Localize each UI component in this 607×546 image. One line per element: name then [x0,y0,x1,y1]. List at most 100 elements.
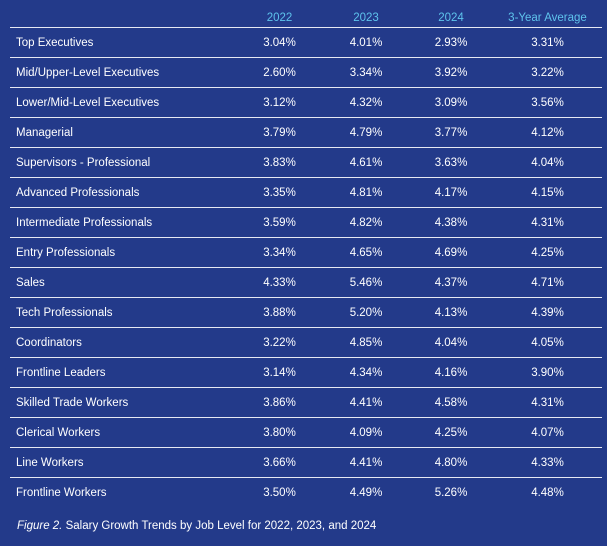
table-row: Coordinators 3.22% 4.85% 4.04% 4.05% [10,327,602,358]
value-3-year-average-cell: 4.07% [493,417,602,448]
job-level-cell: Frontline Workers [10,477,236,507]
job-level-cell: Advanced Professionals [10,177,236,208]
table-header-row: 2022 2023 2024 3-Year Average [10,8,602,28]
value-2022-cell: 3.22% [236,327,323,358]
job-level-cell: Frontline Leaders [10,357,236,388]
value-2023-cell: 4.65% [323,237,409,268]
value-3-year-average-cell: 4.12% [493,117,602,148]
value-2024-cell: 4.04% [409,327,493,358]
header-2024: 2024 [438,11,464,24]
value-3-year-average-cell: 4.39% [493,297,602,328]
table-row: Supervisors - Professional 3.83% 4.61% 3.63… [10,147,602,178]
value-2023-cell: 4.09% [323,417,409,448]
table-row: Sales 4.33% 5.46% 4.37% 4.71% [10,267,602,298]
value-2024-cell: 2.93% [409,27,493,58]
table-row: Skilled Trade Workers 3.86% 4.41% 4.58% 4.31… [10,387,602,418]
job-level-cell: Clerical Workers [10,417,236,448]
value-2024-cell: 3.77% [409,117,493,148]
value-2023-cell: 4.85% [323,327,409,358]
figure-label: Figure 2. [17,520,63,532]
value-2024-cell: 4.37% [409,267,493,298]
value-2024-cell: 3.09% [409,87,493,118]
value-2023-cell: 3.34% [323,57,409,88]
job-level-cell: Mid/Upper-Level Executives [10,57,236,88]
value-2022-cell: 3.34% [236,237,323,268]
job-level-cell: Tech Professionals [10,297,236,328]
value-2022-cell: 3.88% [236,297,323,328]
value-3-year-average-cell: 4.71% [493,267,602,298]
value-2022-cell: 3.04% [236,27,323,58]
table-row: Lower/Mid-Level Executives 3.12% 4.32% 3.09… [10,87,602,118]
value-2023-cell: 4.61% [323,147,409,178]
table-row: Tech Professionals 3.88% 5.20% 4.13% 4.39% [10,297,602,328]
value-2023-cell: 5.20% [323,297,409,328]
value-3-year-average-cell: 4.05% [493,327,602,358]
value-2022-cell: 3.66% [236,447,323,478]
value-2023-cell: 4.34% [323,357,409,388]
value-2023-cell: 4.79% [323,117,409,148]
table-row: Advanced Professionals 3.35% 4.81% 4.17% 4.1… [10,177,602,208]
table-row: Clerical Workers 3.80% 4.09% 4.25% 4.07% [10,417,602,448]
value-2023-cell: 4.01% [323,27,409,58]
table-body: Top Executives 3.04% 4.01% 2.93% 3.31% Mid/Up… [10,27,602,507]
value-2024-cell: 3.63% [409,147,493,178]
value-2022-cell: 3.14% [236,357,323,388]
value-3-year-average-cell: 4.31% [493,387,602,418]
value-2023-cell: 4.49% [323,477,409,507]
value-2024-cell: 4.38% [409,207,493,238]
job-level-cell: Entry Professionals [10,237,236,268]
value-3-year-average-cell: 4.33% [493,447,602,478]
value-2022-cell: 3.12% [236,87,323,118]
value-2024-cell: 4.69% [409,237,493,268]
value-3-year-average-cell: 4.04% [493,147,602,178]
job-level-cell: Skilled Trade Workers [10,387,236,418]
value-2024-cell: 4.16% [409,357,493,388]
value-2024-cell: 4.80% [409,447,493,478]
value-2022-cell: 3.79% [236,117,323,148]
value-2022-cell: 3.35% [236,177,323,208]
value-2022-cell: 4.33% [236,267,323,298]
table-row: Intermediate Professionals 3.59% 4.82% 4.38… [10,207,602,238]
job-level-cell: Sales [10,267,236,298]
value-3-year-average-cell: 4.48% [493,477,602,507]
job-level-cell: Top Executives [10,27,236,58]
value-2023-cell: 4.32% [323,87,409,118]
header-2023: 2023 [353,11,379,24]
value-2023-cell: 4.41% [323,447,409,478]
value-2024-cell: 4.58% [409,387,493,418]
value-3-year-average-cell: 3.56% [493,87,602,118]
value-3-year-average-cell: 4.31% [493,207,602,238]
header-2022: 2022 [266,11,293,24]
salary-growth-table: 2022 2023 2024 3-Year Average Top Execut… [10,8,602,507]
value-2022-cell: 2.60% [236,57,323,88]
header-job-level [10,8,236,28]
job-level-cell: Managerial [10,117,236,148]
table-row: Entry Professionals 3.34% 4.65% 4.69% 4.25% [10,237,602,268]
value-2024-cell: 4.13% [409,297,493,328]
value-2022-cell: 3.83% [236,147,323,178]
value-3-year-average-cell: 3.31% [493,27,602,58]
value-3-year-average-cell: 3.22% [493,57,602,88]
value-2022-cell: 3.59% [236,207,323,238]
value-2024-cell: 4.25% [409,417,493,448]
value-2022-cell: 3.50% [236,477,323,507]
value-3-year-average-cell: 3.90% [493,357,602,388]
table-row: Line Workers 3.66% 4.41% 4.80% 4.33% [10,447,602,478]
value-2024-cell: 5.26% [409,477,493,507]
value-2023-cell: 4.81% [323,177,409,208]
value-2024-cell: 3.92% [409,57,493,88]
figure-caption: Figure 2. Salary Growth Trends by Job Le… [17,520,376,532]
value-2022-cell: 3.80% [236,417,323,448]
figure-caption-text: Salary Growth Trends by Job Level for 20… [65,520,377,532]
table-row: Frontline Workers 3.50% 4.49% 5.26% 4.48% [10,477,602,507]
value-2023-cell: 4.82% [323,207,409,238]
value-3-year-average-cell: 4.15% [493,177,602,208]
job-level-cell: Intermediate Professionals [10,207,236,238]
job-level-cell: Line Workers [10,447,236,478]
header-3-year-average: 3-Year Average [508,11,587,24]
value-2023-cell: 4.41% [323,387,409,418]
value-2024-cell: 4.17% [409,177,493,208]
salary-growth-table-container: 2022 2023 2024 3-Year Average Top Execut… [10,8,602,507]
job-level-cell: Coordinators [10,327,236,358]
table-row: Mid/Upper-Level Executives 2.60% 3.34% 3.92… [10,57,602,88]
